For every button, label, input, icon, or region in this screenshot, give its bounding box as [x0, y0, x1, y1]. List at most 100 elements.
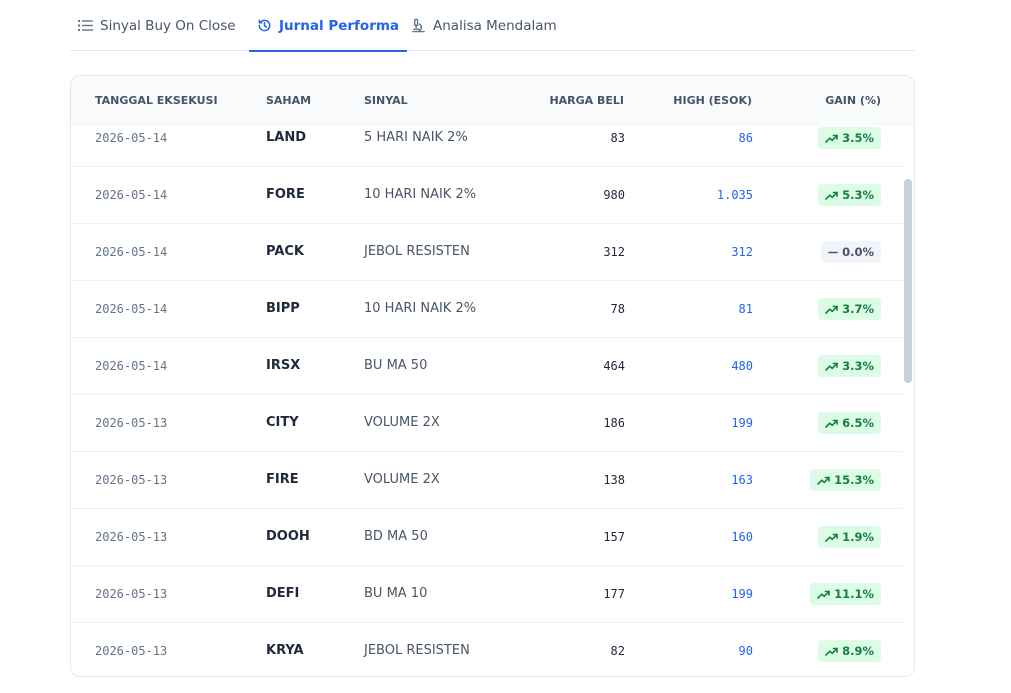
gain-value: 5.3% [842, 188, 874, 202]
trending-up-icon [825, 191, 838, 200]
tab-analisa-mendalam[interactable]: Analisa Mendalam [411, 0, 557, 51]
gain-badge: 0.0% [821, 241, 881, 263]
execution-date: 2026-05-13 [95, 416, 168, 430]
gain-badge: 1.9% [818, 526, 881, 548]
gain-badge: 8.9% [818, 640, 881, 662]
gain-value: 11.1% [834, 587, 874, 601]
buy-price: 980 [603, 188, 625, 202]
header-harga-beli: HARGA BELI [549, 94, 624, 107]
tab-label: Analisa Mendalam [433, 17, 557, 34]
signal-name: VOLUME 2X [364, 472, 440, 487]
table-row[interactable]: 2026-05-14 BIPP 10 HARI NAIK 2% 78 81 3.7% [71, 281, 903, 338]
trending-up-icon [825, 647, 838, 656]
buy-price: 83 [610, 131, 625, 145]
gain-badge: 6.5% [818, 412, 881, 434]
stock-ticker: DEFI [266, 586, 300, 601]
stock-ticker: BIPP [266, 301, 300, 316]
trending-up-icon [817, 476, 830, 485]
signal-name: BU MA 10 [364, 586, 428, 601]
table-header: TANGGAL EKSEKUSI SAHAM SINYAL HARGA BELI… [71, 76, 914, 126]
buy-price: 82 [610, 644, 625, 658]
gain-badge: 3.3% [818, 355, 881, 377]
signal-name: 10 HARI NAIK 2% [364, 301, 477, 316]
table-row[interactable]: 2026-05-13 KRYA JEBOL RESISTEN 82 90 8.9% [71, 623, 903, 676]
buy-price: 138 [603, 473, 625, 487]
table-row[interactable]: 2026-05-13 CITY VOLUME 2X 186 199 6.5% [71, 395, 903, 452]
table-row[interactable]: 2026-05-13 DOOH BD MA 50 157 160 1.9% [71, 509, 903, 566]
tab-bar: Sinyal Buy On Close Jurnal Performa Anal… [70, 0, 915, 52]
signal-name: 5 HARI NAIK 2% [364, 130, 468, 145]
table-body[interactable]: 2026-05-14 LAND 5 HARI NAIK 2% 83 86 3.5% 2026… [71, 126, 914, 676]
stock-ticker: PACK [266, 244, 305, 259]
table-row[interactable]: 2026-05-14 IRSX BU MA 50 464 480 3.3% [71, 338, 903, 395]
gain-badge: 3.5% [818, 127, 881, 149]
header-high-esok: HIGH (ESOK) [673, 94, 752, 107]
table-row[interactable]: 2026-05-14 LAND 5 HARI NAIK 2% 83 86 3.5% [71, 126, 903, 167]
signal-name: JEBOL RESISTEN [364, 643, 470, 658]
minus-icon [828, 251, 838, 253]
gain-cell: 3.5% [818, 126, 881, 166]
execution-date: 2026-05-13 [95, 473, 168, 487]
next-day-high: 86 [738, 131, 753, 145]
buy-price: 186 [603, 416, 625, 430]
execution-date: 2026-05-14 [95, 188, 168, 202]
tab-label: Sinyal Buy On Close [100, 17, 236, 34]
gain-badge: 5.3% [818, 184, 881, 206]
buy-price: 464 [603, 359, 625, 373]
execution-date: 2026-05-14 [95, 131, 168, 145]
gain-cell: 3.3% [818, 338, 881, 394]
scrollbar-track[interactable] [903, 126, 914, 676]
gain-cell: 11.1% [810, 566, 881, 622]
stock-ticker: FORE [266, 187, 305, 202]
trending-up-icon [825, 305, 838, 314]
stock-ticker: KRYA [266, 643, 304, 658]
gain-value: 8.9% [842, 644, 874, 658]
trending-up-icon [825, 533, 838, 542]
header-saham: SAHAM [266, 94, 312, 107]
tab-jurnal-performa[interactable]: Jurnal Performa [249, 0, 408, 52]
next-day-high: 163 [731, 473, 753, 487]
table-row[interactable]: 2026-05-14 FORE 10 HARI NAIK 2% 980 1.035 5.3… [71, 167, 903, 224]
buy-price: 157 [603, 530, 625, 544]
gain-value: 1.9% [842, 530, 874, 544]
next-day-high: 81 [738, 302, 753, 316]
execution-date: 2026-05-13 [95, 587, 168, 601]
scrollbar-thumb[interactable] [904, 179, 912, 383]
next-day-high: 1.035 [716, 188, 753, 202]
execution-date: 2026-05-14 [95, 245, 168, 259]
gain-value: 0.0% [842, 245, 874, 259]
execution-date: 2026-05-14 [95, 302, 168, 316]
execution-date: 2026-05-13 [95, 644, 168, 658]
trending-up-icon [825, 419, 838, 428]
gain-cell: 0.0% [821, 224, 881, 280]
signal-name: BU MA 50 [364, 358, 428, 373]
signal-name: BD MA 50 [364, 529, 428, 544]
performance-journal-table: TANGGAL EKSEKUSI SAHAM SINYAL HARGA BELI… [70, 75, 915, 677]
signal-name: JEBOL RESISTEN [364, 244, 470, 259]
gain-cell: 6.5% [818, 395, 881, 451]
table-row[interactable]: 2026-05-13 DEFI BU MA 10 177 199 11.1% [71, 566, 903, 623]
gain-value: 3.7% [842, 302, 874, 316]
history-icon [258, 19, 271, 32]
stock-ticker: CITY [266, 415, 299, 430]
buy-price: 312 [603, 245, 625, 259]
header-sinyal: SINYAL [364, 94, 408, 107]
gain-value: 3.5% [842, 131, 874, 145]
signal-name: VOLUME 2X [364, 415, 440, 430]
buy-price: 177 [603, 587, 625, 601]
table-row[interactable]: 2026-05-14 PACK JEBOL RESISTEN 312 312 0.0% [71, 224, 903, 281]
trending-up-icon [825, 362, 838, 371]
next-day-high: 312 [731, 245, 753, 259]
list-icon [78, 20, 93, 31]
gain-cell: 1.9% [818, 509, 881, 565]
header-tanggal-eksekusi: TANGGAL EKSEKUSI [95, 94, 218, 107]
gain-value: 3.3% [842, 359, 874, 373]
stock-ticker: LAND [266, 130, 307, 145]
signal-name: 10 HARI NAIK 2% [364, 187, 477, 202]
gain-value: 6.5% [842, 416, 874, 430]
gain-cell: 3.7% [818, 281, 881, 337]
next-day-high: 160 [731, 530, 753, 544]
tab-sinyal-buy-on-close[interactable]: Sinyal Buy On Close [78, 0, 236, 51]
next-day-high: 199 [731, 587, 753, 601]
table-row[interactable]: 2026-05-13 FIRE VOLUME 2X 138 163 15.3% [71, 452, 903, 509]
